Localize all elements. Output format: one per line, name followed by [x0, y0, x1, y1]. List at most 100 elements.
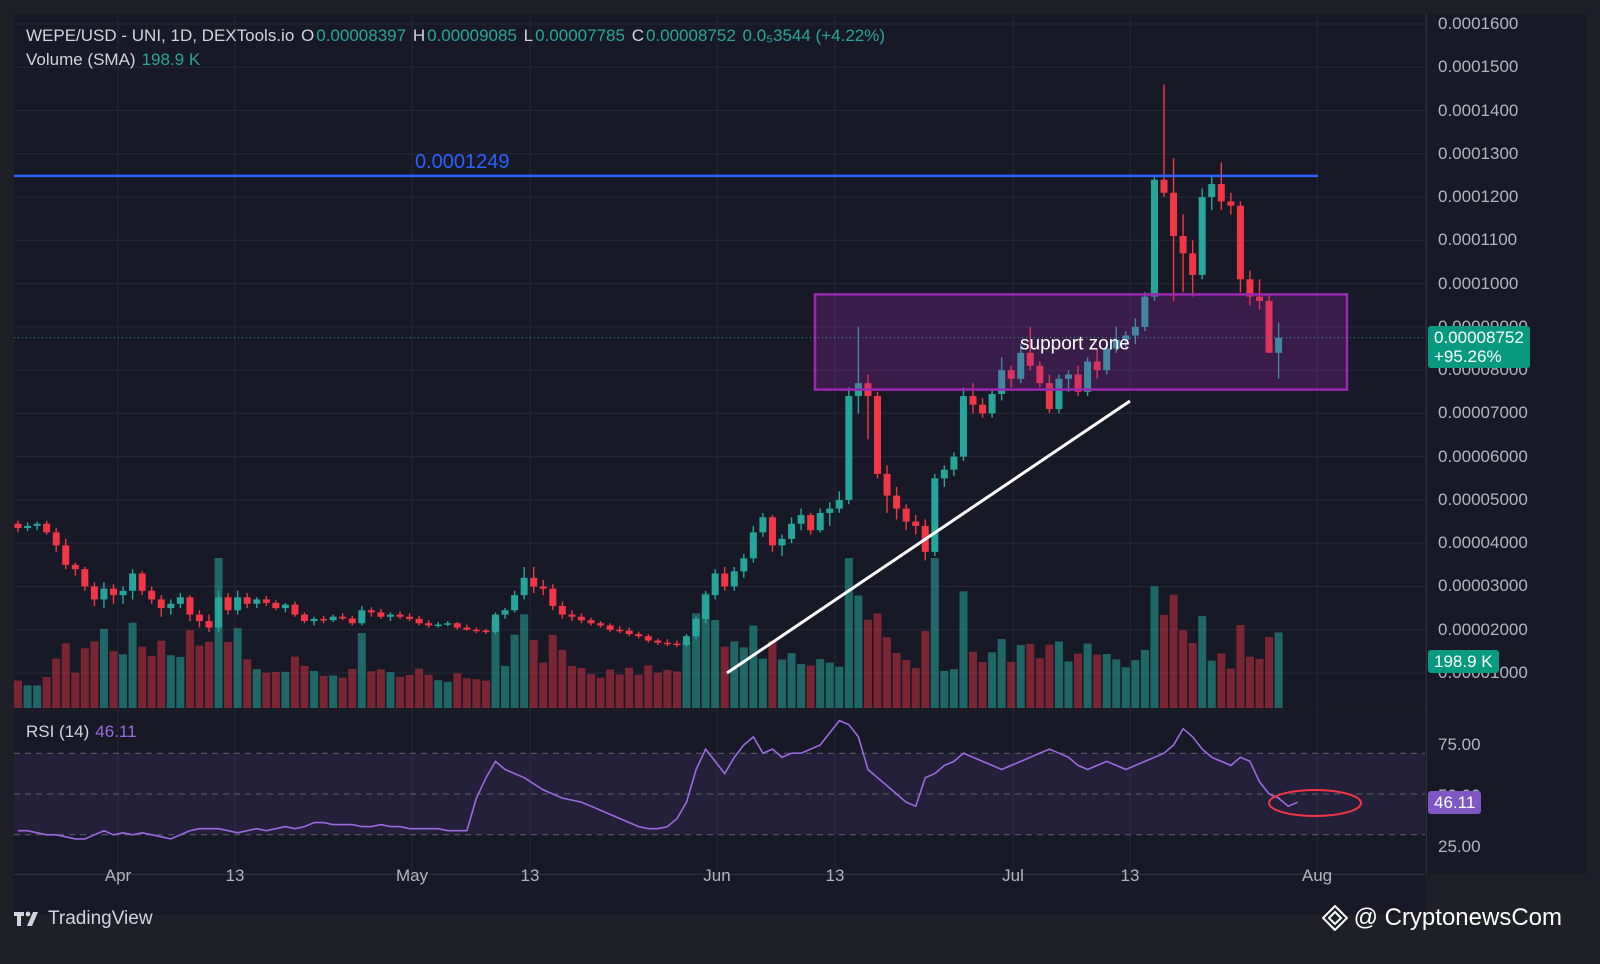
high-label: H	[412, 26, 426, 45]
last-price-tag: 0.00008752 +95.26%	[1428, 326, 1530, 368]
candle-body	[415, 618, 423, 624]
candle-body	[1275, 337, 1283, 353]
candle-body	[902, 508, 910, 522]
volume-bar	[1236, 625, 1245, 708]
candle-body	[272, 602, 280, 609]
volume-bar	[233, 628, 242, 708]
rsi-highlight-circle	[1268, 789, 1362, 817]
volume-bar	[281, 671, 290, 708]
volume-bar	[405, 674, 414, 708]
volume-bar	[367, 671, 376, 708]
volume-value: 198.9 K	[141, 50, 201, 69]
trendline	[726, 399, 1131, 675]
volume-bar	[672, 671, 681, 708]
candle-body	[167, 603, 175, 609]
candle-body	[1141, 296, 1149, 327]
price-tick: 0.00006000	[1438, 446, 1528, 466]
candle-body	[826, 508, 834, 513]
candle-body	[1131, 326, 1139, 336]
volume-bar	[1245, 656, 1254, 708]
volume-bar	[863, 619, 872, 708]
candle-body	[262, 599, 270, 603]
volume-bar	[290, 656, 299, 708]
volume-bar	[1226, 668, 1235, 708]
price-tick: 0.00002000	[1438, 619, 1528, 639]
volume-bar	[1045, 644, 1054, 708]
candle-body	[1179, 236, 1187, 254]
volume-bar	[262, 672, 271, 708]
candle-body	[1045, 383, 1053, 410]
candle-body	[1026, 352, 1034, 366]
price-tick: 0.00005000	[1438, 489, 1528, 509]
candle-body	[1122, 335, 1130, 340]
volume-bar	[768, 640, 777, 708]
time-axis[interactable]	[14, 874, 1425, 915]
tradingview-logo-icon	[14, 911, 38, 926]
cryptonews-text: @ CryptonewsCom	[1353, 904, 1562, 931]
candle-body	[778, 538, 786, 546]
volume-bar	[1160, 614, 1168, 708]
volume-bar	[567, 665, 576, 708]
last-price: 0.00008752	[1434, 328, 1524, 347]
candle-body	[673, 643, 681, 646]
candle-body	[310, 618, 318, 622]
volume-bar	[959, 591, 968, 708]
volume-bar	[1274, 632, 1283, 708]
volume-bar	[147, 655, 156, 708]
candle-body	[1265, 300, 1273, 353]
volume-bar	[930, 558, 939, 708]
candle-body	[597, 623, 605, 626]
candle-body	[1217, 184, 1225, 202]
candle-body	[253, 599, 261, 604]
volume-legend: Volume (SMA) 198.9 K	[26, 50, 200, 70]
candle-body	[740, 558, 748, 572]
candle-body	[339, 616, 347, 619]
volume-bar	[434, 680, 443, 708]
volume-bar	[61, 643, 70, 708]
rsi-legend: RSI (14) 46.11	[26, 722, 137, 742]
volume-bar	[1007, 662, 1016, 708]
volume-bar	[99, 628, 108, 708]
volume-bar	[14, 680, 22, 708]
candle-body	[367, 610, 375, 613]
volume-bar	[778, 659, 786, 708]
price-panel[interactable]	[14, 14, 1425, 710]
candle-body	[797, 515, 805, 524]
candle-body	[138, 573, 146, 591]
candle-body	[1150, 179, 1158, 297]
support-zone-label: support zone	[1020, 333, 1130, 354]
volume-bar	[825, 662, 834, 708]
candle-body	[24, 525, 32, 529]
candle-body	[1246, 279, 1254, 297]
candle-body	[998, 370, 1006, 394]
volume-bar	[224, 641, 233, 708]
volume-bar	[23, 685, 32, 708]
candle-body	[62, 545, 70, 565]
candle-body	[1227, 201, 1235, 206]
volume-bar	[157, 640, 166, 708]
open-value: 0.00008397	[316, 26, 407, 45]
volume-bar	[739, 647, 748, 708]
candle-body	[377, 612, 385, 617]
volume-bar	[844, 558, 853, 708]
price-tick: 0.0001300	[1438, 143, 1519, 163]
candle-body	[281, 604, 289, 609]
candle-body	[1170, 192, 1178, 237]
candle-body	[1007, 370, 1015, 379]
volume-bar	[205, 641, 213, 708]
price-tick: 0.00003000	[1438, 576, 1528, 596]
volume-tag: 198.9 K	[1428, 650, 1499, 673]
candle-body	[816, 512, 824, 531]
high-value: 0.00009085	[427, 26, 517, 45]
volume-bar	[376, 669, 385, 708]
time-tick: 13	[1120, 866, 1140, 885]
candle-body	[931, 478, 939, 552]
volume-bar	[548, 634, 557, 708]
candle-body	[1208, 184, 1216, 198]
volume-bar	[520, 614, 529, 708]
price-axis[interactable]	[1426, 14, 1587, 874]
rsi-panel[interactable]	[14, 711, 1425, 873]
candle-body	[386, 614, 394, 617]
candle-body	[43, 523, 51, 533]
